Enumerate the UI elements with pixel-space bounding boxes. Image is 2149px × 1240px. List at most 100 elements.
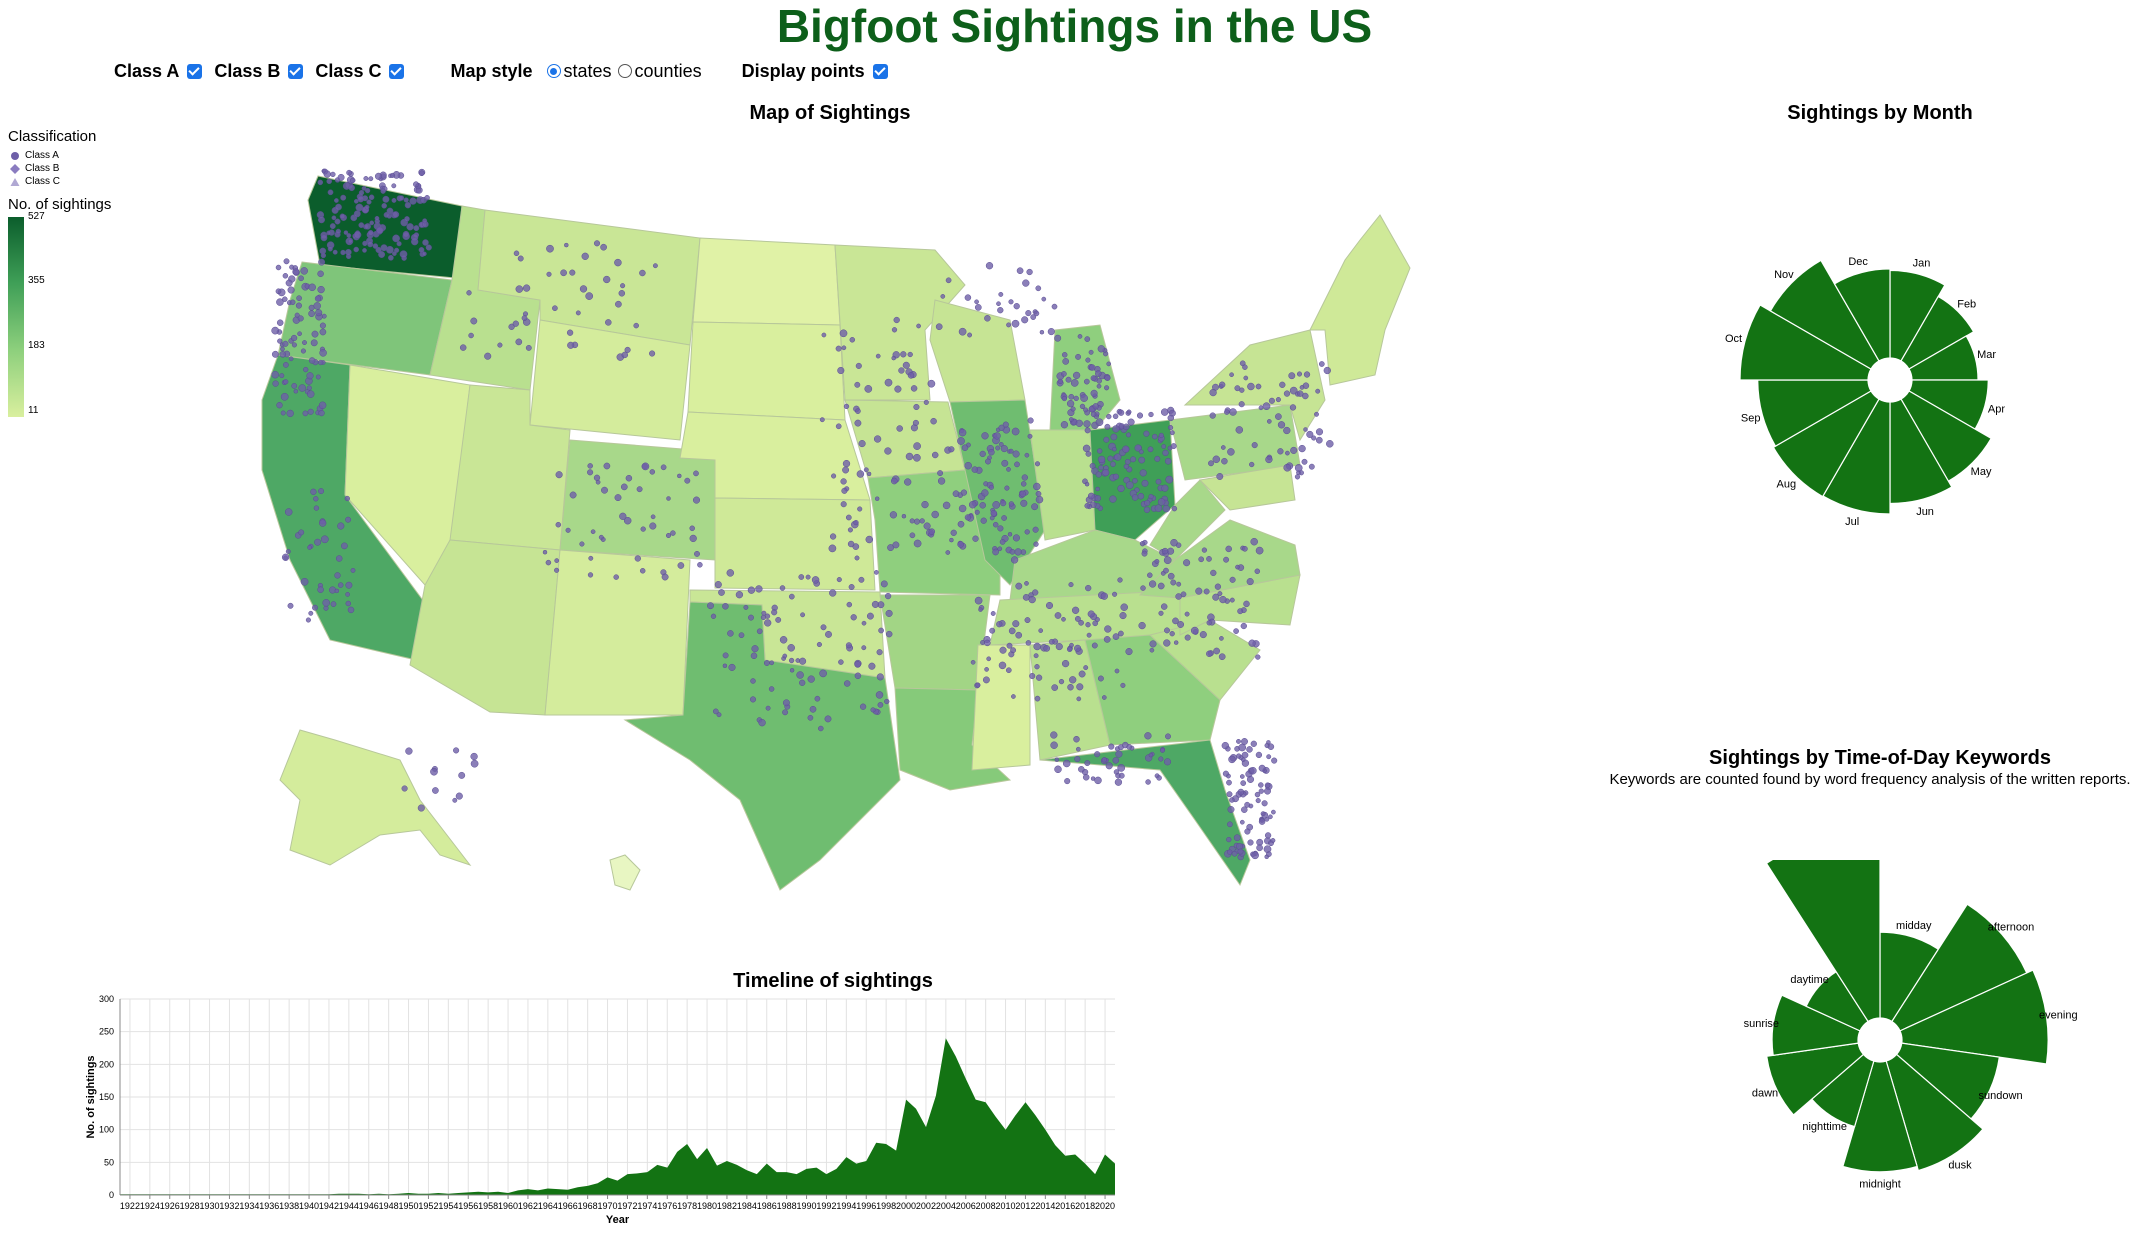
sighting-point	[650, 514, 656, 520]
sighting-point	[750, 678, 756, 684]
y-tick-label: 200	[99, 1059, 114, 1069]
sighting-point	[281, 553, 290, 561]
state-wyoming	[529, 319, 691, 441]
sighting-point	[989, 627, 996, 634]
state-georgia	[1084, 634, 1221, 746]
color-ramp: 527 355 183 11	[8, 211, 111, 437]
sighting-point	[981, 432, 989, 440]
sighting-point	[525, 344, 532, 351]
sighting-point	[1212, 455, 1221, 464]
sighting-point	[1223, 556, 1230, 563]
timeline-area	[120, 1038, 1115, 1195]
sighting-point	[1014, 548, 1022, 556]
sighting-point	[927, 379, 936, 388]
sighting-point	[300, 348, 306, 354]
sighting-point	[1237, 848, 1244, 855]
keyword-label-sunrise: sunrise	[1744, 1018, 1779, 1030]
sighting-point	[871, 600, 879, 608]
sighting-point	[1136, 412, 1144, 419]
sighting-point	[542, 549, 548, 555]
sighting-point	[1021, 474, 1028, 481]
sighting-point	[902, 361, 910, 369]
sighting-point	[380, 188, 386, 194]
sighting-point	[317, 285, 325, 294]
ramp-tick-355: 355	[28, 275, 45, 286]
sighting-point	[750, 652, 758, 660]
sighting-point	[1124, 458, 1131, 465]
sighting-point	[1208, 460, 1214, 467]
sighting-point	[340, 249, 346, 256]
sighting-point	[289, 299, 296, 306]
sighting-point	[666, 496, 671, 501]
sighting-point	[392, 234, 400, 243]
month-label-mar: Mar	[1977, 349, 1996, 361]
map-style-counties-radio[interactable]	[617, 64, 632, 78]
sighting-point	[665, 532, 672, 539]
sighting-point	[913, 539, 922, 548]
sighting-point	[1110, 461, 1116, 467]
sighting-point	[335, 228, 341, 235]
color-ramp-bar	[8, 217, 24, 417]
sighting-point	[670, 530, 676, 536]
class-c-checkbox[interactable]	[389, 63, 405, 79]
sighting-point	[546, 271, 552, 277]
sighting-point	[1315, 428, 1324, 436]
sighting-point	[1167, 414, 1175, 422]
sighting-point	[368, 194, 375, 201]
keyword-label-dusk: dusk	[1948, 1160, 1972, 1172]
sighting-point	[320, 252, 327, 259]
display-points-checkbox[interactable]	[872, 63, 888, 79]
x-tick-label: 1936	[259, 1201, 279, 1211]
x-tick-label: 1986	[757, 1201, 777, 1211]
sighting-point	[1010, 556, 1019, 564]
sighting-point	[964, 294, 972, 301]
sighting-point	[279, 351, 287, 358]
sighting-point	[1006, 642, 1013, 649]
state-mississippi	[971, 644, 1031, 771]
sighting-point	[1220, 445, 1226, 450]
sighting-point	[313, 496, 319, 502]
sighting-point	[960, 489, 968, 496]
sighting-point	[1002, 421, 1009, 428]
class-a-checkbox[interactable]	[187, 63, 203, 79]
sighting-point	[998, 442, 1004, 447]
sighting-point	[1283, 390, 1291, 397]
sighting-point	[345, 248, 352, 256]
sighting-point	[799, 679, 806, 686]
sighting-point	[593, 240, 601, 247]
sighting-point	[1236, 753, 1242, 759]
sighting-point	[758, 719, 766, 727]
sighting-point	[484, 352, 492, 360]
sighting-point	[707, 602, 714, 610]
sighting-point	[1243, 375, 1249, 381]
sighting-point	[1184, 634, 1191, 641]
class-b-checkbox[interactable]	[288, 63, 304, 79]
sighting-point	[1031, 503, 1039, 511]
sighting-point	[1123, 423, 1130, 431]
sighting-point	[298, 384, 306, 392]
sighting-point	[849, 337, 856, 343]
sighting-point	[1267, 743, 1275, 750]
sighting-point	[1073, 735, 1080, 743]
sighting-point	[555, 521, 562, 528]
sighting-point	[923, 522, 931, 530]
x-tick-label: 1976	[657, 1201, 677, 1211]
sighting-point	[649, 469, 656, 475]
sighting-point	[1221, 741, 1229, 750]
sighting-point	[1246, 578, 1254, 586]
x-tick-label: 1990	[797, 1201, 817, 1211]
x-tick-label: 2002	[916, 1201, 936, 1211]
sighting-point	[1035, 285, 1042, 292]
x-tick-label: 2018	[1075, 1201, 1095, 1211]
sighting-point	[1000, 500, 1007, 507]
sighting-point	[418, 170, 425, 177]
sighting-point	[1315, 436, 1323, 444]
sighting-point	[358, 222, 365, 228]
map-style-states-radio[interactable]	[546, 64, 561, 78]
sighting-point	[283, 258, 290, 265]
sighting-point	[1225, 545, 1232, 553]
sighting-point	[1097, 675, 1104, 682]
sighting-point	[308, 310, 315, 318]
sighting-point	[896, 425, 903, 432]
sighting-point	[323, 170, 331, 178]
